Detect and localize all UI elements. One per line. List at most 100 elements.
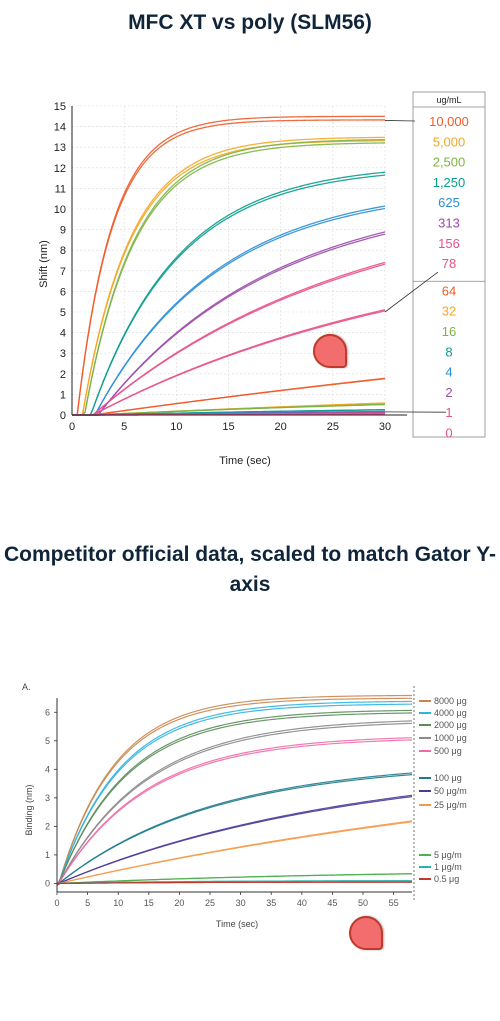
chart-2-y-tick-label: 0 — [45, 878, 50, 888]
chart-1-x-axis-label: Time (sec) — [219, 455, 271, 467]
chart-2-x-tick-label: 25 — [205, 898, 215, 908]
chart-1-series-line — [72, 142, 386, 416]
chart-2-x-tick-label: 15 — [144, 898, 154, 908]
chart-2-series-lines — [56, 694, 413, 886]
chart-1-y-tick-label: 11 — [55, 183, 66, 195]
chart-1-series-lines — [72, 115, 386, 416]
chart-2-x-tick-label: 5 — [85, 898, 90, 908]
chart-1-series-line — [72, 310, 386, 416]
chart-2-legend-entry: 1000 μg — [434, 733, 467, 743]
chart-2-x-tick-label: 45 — [327, 898, 337, 908]
chart-1-series-line — [72, 263, 386, 416]
chart-2-heading: Competitor official data, scaled to matc… — [3, 543, 497, 596]
chart-1-y-tick-label: 1 — [60, 389, 66, 401]
chart-1-x-tick-label: 30 — [379, 421, 391, 433]
chart-2-series-line — [56, 709, 413, 886]
chart-1-legend-entry: 2 — [445, 385, 452, 400]
chart-1-series-line — [72, 207, 386, 416]
chart-1-heading: MFC XT vs poly (SLM56) — [128, 11, 372, 34]
chart-2-series-line — [56, 873, 413, 886]
chart-1-y-tick-label: 4 — [60, 328, 66, 340]
chart-1-y-tick-label: 14 — [54, 122, 66, 134]
chart-2-series-line — [56, 712, 413, 886]
chart-1-legend-entry: 10,000 — [429, 114, 469, 129]
chart-1-y-tick-label: 0 — [60, 410, 66, 422]
chart-2-x-tick-label: 55 — [389, 898, 399, 908]
chart-2-y-tick-label: 3 — [45, 793, 50, 803]
chart-2-y-tick-label: 2 — [45, 821, 50, 831]
chart-1-connector — [384, 120, 416, 122]
chart-1-series-line — [72, 138, 386, 416]
chart-1-y-tick-label: 2 — [60, 369, 66, 381]
chart-2-legend-entry: 1 μg/m — [434, 862, 462, 872]
chart-2-x-tick-label: 10 — [113, 898, 123, 908]
chart-2-legend-entry: 25 μg/m — [434, 800, 467, 810]
chart-1-legend-entry: 156 — [438, 236, 460, 251]
chart-2-series-line — [56, 722, 413, 886]
chart-2-series-line — [56, 694, 413, 886]
chart-1-x-tick-label: 20 — [275, 421, 287, 433]
chart-1-grid — [71, 105, 386, 416]
chart-1-y-axis-label: Shift (nm) — [38, 240, 50, 288]
chart-2-legend-entry: 5 μg/m — [434, 850, 462, 860]
chart-2-legend-entry: 2000 μg — [434, 720, 467, 730]
chart-2-legend-entry: 500 μg — [434, 746, 462, 756]
chart-2-series-line — [56, 720, 413, 886]
chart-2-x-tick-label: 30 — [236, 898, 246, 908]
chart-2-series-line — [56, 703, 413, 886]
chart-2-y-axis-label: Binding (nm) — [24, 784, 34, 835]
chart-2-series-line — [56, 820, 413, 886]
chart-2-axes — [56, 686, 415, 902]
chart-1-legend-entry: 8 — [445, 344, 452, 359]
chart-1-axes — [71, 106, 407, 416]
chart-2-series-line — [56, 796, 413, 886]
chart-2-y-tick-label: 6 — [45, 707, 50, 717]
chart-1-connector — [384, 271, 439, 313]
chart-1-legend-title: ug/mL — [436, 95, 461, 105]
chart-1-x-tick-label: 10 — [170, 421, 182, 433]
chart-2-y-tick-label: 4 — [45, 764, 50, 774]
chart-2-x-tick-label: 40 — [297, 898, 307, 908]
chart-1-series-line — [72, 233, 386, 416]
chart-1-series-line — [72, 119, 386, 416]
chart-1-legend-entry: 78 — [442, 256, 456, 271]
annotation-marker[interactable] — [313, 334, 347, 368]
chart-2-legend-entry: 8000 μg — [434, 696, 467, 706]
chart-1-y-tick-label: 3 — [60, 348, 66, 360]
chart-2-series-line — [56, 774, 413, 886]
chart-1-series-line — [72, 115, 386, 416]
chart-2-series-line — [56, 700, 413, 886]
chart-1-x-tick-label: 0 — [69, 421, 75, 433]
chart-1-legend-entry: 0 — [445, 426, 452, 441]
chart-2-series-line — [56, 739, 413, 886]
chart-1-x-tick-label: 15 — [222, 421, 234, 433]
chart-2-legend-entry: 4000 μg — [434, 708, 467, 718]
annotation-marker-2[interactable] — [349, 916, 383, 950]
chart-1-legend-entry: 16 — [442, 324, 456, 339]
chart-1-series-line — [72, 174, 386, 416]
chart-1-y-tick-label: 10 — [54, 204, 66, 216]
chart-1-y-tick-label: 15 — [54, 101, 66, 113]
chart-1-legend-box — [412, 91, 486, 438]
chart-1-series-line — [72, 136, 386, 416]
chart-1-legend-entry: 313 — [438, 216, 460, 231]
chart-2-x-axis-label: Time (sec) — [216, 919, 258, 929]
chart-2-panel-label: A. — [22, 682, 31, 692]
chart-2-legend-entry: 0.5 μg — [434, 874, 459, 884]
chart-2-legend-entry: 50 μg/m — [434, 786, 467, 796]
chart-1-x-tick-label: 25 — [327, 421, 339, 433]
chart-1-y-tick-label: 12 — [54, 163, 66, 175]
chart-1-legend-entry: 5,000 — [433, 134, 466, 149]
chart-2-legend: 8000 μg 4000 μg 2000 μg 1000 μg 500 μg 100 μg… — [419, 696, 467, 884]
chart-1-x-tick-label: 5 — [121, 421, 127, 433]
chart-1-legend-entry: 4 — [445, 365, 452, 380]
chart-1-legend-entry: 625 — [438, 195, 460, 210]
chart-1-legend-entry: 64 — [442, 283, 456, 298]
chart-1-legend-connectors — [384, 120, 447, 413]
chart-2-series-line — [56, 737, 413, 886]
chart-1-y-tick-label: 5 — [60, 307, 66, 319]
chart-2-y-tick-label: 5 — [45, 736, 50, 746]
chart-1-y-tick-label: 6 — [60, 286, 66, 298]
